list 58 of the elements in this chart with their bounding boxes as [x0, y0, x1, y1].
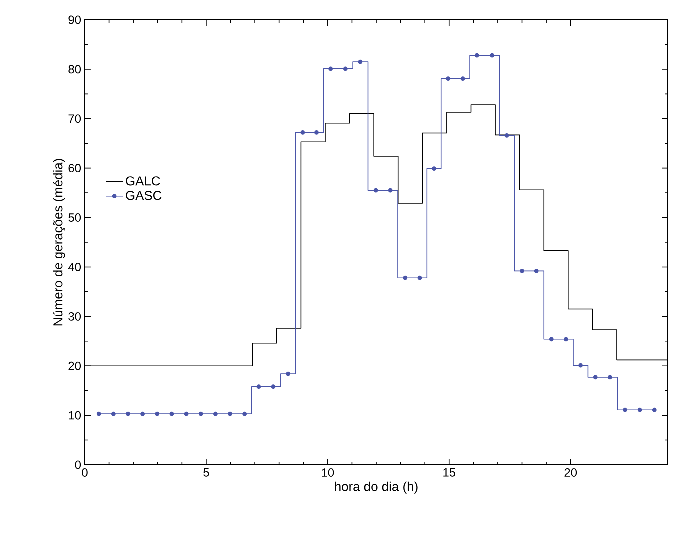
point: [111, 412, 116, 416]
x-tick-label: 0: [82, 468, 88, 477]
y-tick-label: 20: [68, 362, 82, 370]
point: [608, 375, 612, 380]
y-tick-label: 10: [69, 411, 82, 420]
point: [432, 166, 437, 172]
legend-label: GASC: [126, 191, 162, 200]
legend-label: GALC: [126, 176, 160, 186]
point: [198, 412, 204, 416]
point: [214, 412, 218, 416]
point: [418, 276, 422, 280]
y-axis-title: Número de gerações (média): [53, 159, 66, 326]
point: [578, 363, 583, 368]
point: [638, 408, 642, 412]
point: [374, 188, 378, 193]
point: [96, 412, 102, 416]
point: [520, 268, 524, 274]
point: [652, 408, 657, 412]
x-axis-title: hora do dia (h): [335, 482, 418, 494]
point: [403, 276, 408, 280]
y-tick-label: 70: [68, 114, 82, 124]
point: [460, 76, 466, 82]
y-tick-label: 30: [68, 312, 82, 321]
point: [490, 53, 495, 58]
point: [300, 130, 306, 135]
point: [228, 412, 232, 416]
point: [474, 53, 480, 58]
point: [343, 66, 348, 72]
point: [140, 412, 146, 416]
y-tick-label: 80: [68, 65, 82, 74]
point: [314, 130, 319, 135]
point: [534, 268, 539, 274]
y-tick-label: 40: [68, 262, 82, 272]
x-tick-label: 20: [564, 468, 578, 477]
y-tick-label: 50: [68, 214, 82, 222]
point: [623, 408, 628, 412]
point: [504, 134, 510, 138]
point: [242, 412, 248, 416]
point: [184, 412, 189, 416]
x-tick-label: 5: [204, 468, 210, 477]
point: [358, 60, 363, 64]
point: [155, 412, 160, 416]
point: [170, 412, 174, 416]
x-tick-label: 15: [444, 468, 456, 477]
y-tick-label: 0: [75, 460, 82, 470]
point: [328, 66, 334, 72]
point: [446, 76, 451, 82]
point: [593, 375, 598, 380]
point: [126, 412, 130, 416]
point: [271, 384, 276, 390]
point: [286, 372, 291, 376]
point: [388, 188, 393, 193]
y-tick-label: 90: [68, 16, 82, 24]
point: [256, 384, 262, 390]
point: [564, 337, 568, 342]
x-tick-label: 10: [322, 468, 334, 477]
y-tick-label: 60: [68, 164, 82, 173]
point: [549, 337, 554, 342]
